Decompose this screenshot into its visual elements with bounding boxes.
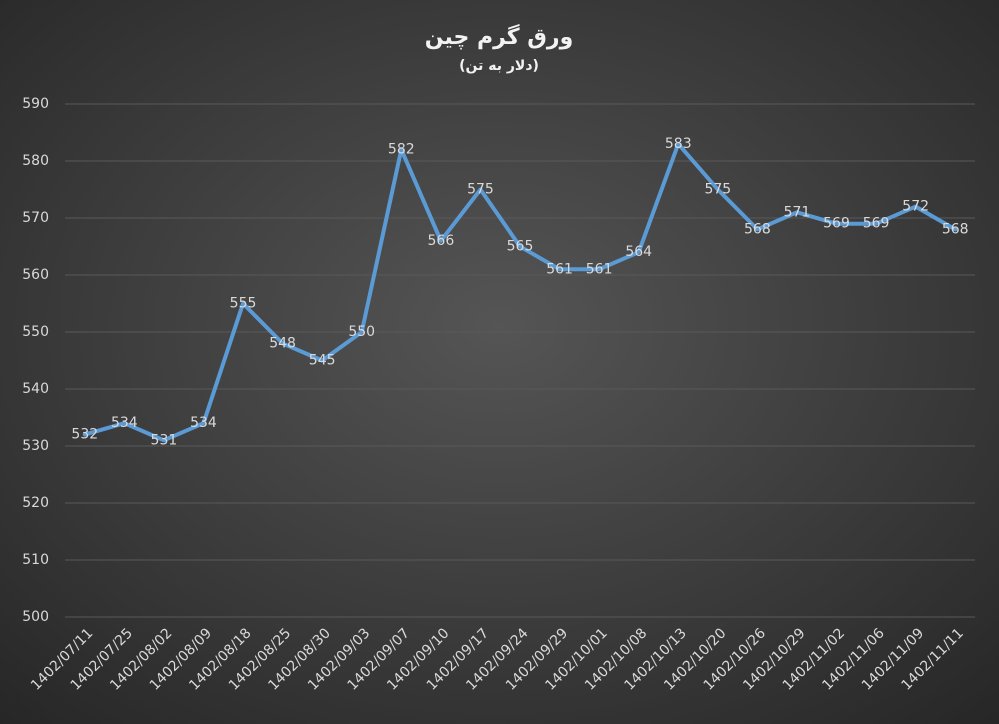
y-tick-label: 550 [22, 324, 49, 340]
y-tick-label: 590 [22, 96, 49, 112]
data-label: 545 [309, 353, 336, 369]
data-label: 575 [467, 182, 494, 198]
data-label: 534 [190, 415, 217, 431]
y-tick-label: 570 [22, 210, 49, 226]
y-tick-label: 510 [22, 552, 49, 568]
data-label: 550 [348, 324, 375, 340]
data-label: 532 [71, 427, 98, 443]
y-tick-label: 540 [22, 381, 49, 397]
data-label: 534 [111, 415, 138, 431]
data-label: 555 [230, 296, 257, 312]
y-tick-label: 580 [22, 153, 49, 169]
data-label: 583 [665, 136, 692, 152]
data-label: 575 [704, 182, 731, 198]
chart-title: ورق گرم چین [425, 23, 574, 50]
data-label: 582 [388, 142, 415, 158]
data-label: 569 [863, 216, 890, 232]
y-tick-label: 560 [22, 267, 49, 283]
data-label: 568 [744, 221, 771, 237]
data-label: 572 [902, 199, 929, 215]
data-label: 548 [269, 335, 296, 351]
data-label: 561 [546, 261, 573, 277]
y-tick-label: 500 [22, 609, 49, 625]
chart-subtitle: (دلار به تن) [459, 58, 539, 74]
data-label: 531 [151, 432, 178, 448]
y-tick-label: 520 [22, 495, 49, 511]
data-label: 565 [507, 239, 534, 255]
data-label: 566 [428, 233, 455, 249]
data-label: 561 [586, 261, 613, 277]
data-label: 564 [625, 244, 652, 260]
y-tick-label: 530 [22, 438, 49, 454]
data-label: 571 [784, 204, 811, 220]
line [82, 141, 958, 443]
data-label: 568 [942, 221, 969, 237]
data-label: 569 [823, 216, 850, 232]
